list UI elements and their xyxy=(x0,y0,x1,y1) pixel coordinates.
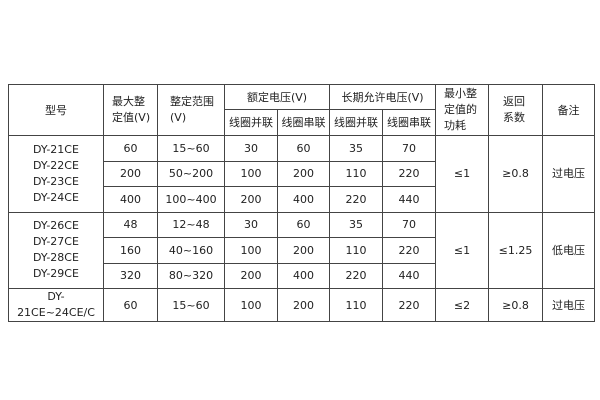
model-name: DY-26CE xyxy=(33,219,79,233)
header-rated-series: 线圈串联 xyxy=(276,109,331,136)
cell-lp: 220 xyxy=(329,186,384,213)
header-model: 型号 xyxy=(8,84,104,136)
header-setting-range: 整定范围 (V) xyxy=(157,84,225,136)
cell-rp: 200 xyxy=(224,186,278,213)
table-row: 160 40~160 100 200 110 220 xyxy=(9,237,595,264)
return-coef-cell: ≥0.8 xyxy=(488,288,544,322)
table-row: 320 80~320 200 400 220 440 xyxy=(9,262,595,289)
remark-cell: 低电压 xyxy=(542,211,596,289)
cell-lp: 110 xyxy=(329,237,384,264)
min-power-cell: ≤1 xyxy=(435,211,490,289)
table-row: DY-26CE DY-27CE DY-28CE DY-29CE 48 12~48 30 60 3… xyxy=(8,211,596,289)
model-cell: DY-21CE DY-22CE DY-23CE DY-24CE xyxy=(8,135,104,213)
cell-ls: 70 xyxy=(382,211,437,238)
cell-lp: 35 xyxy=(329,211,384,238)
cell-range: 40~160 xyxy=(157,237,225,264)
return-coef-cell: ≤1.25 xyxy=(488,211,544,289)
cell-rs: 200 xyxy=(276,288,331,322)
cell-max: 320 xyxy=(103,262,158,289)
cell-range: 12~48 xyxy=(157,211,225,238)
cell-ls: 220 xyxy=(382,288,437,322)
cell-rp: 100 xyxy=(224,160,278,187)
model-name: DY-28CE xyxy=(33,251,79,265)
model-name: DY-21CE~24CE/C xyxy=(17,290,95,319)
cell-range: 15~60 xyxy=(157,135,225,162)
model-name: DY-23CE xyxy=(33,174,79,188)
model-name: DY-24CE xyxy=(33,190,79,204)
min-power-cell: ≤1 xyxy=(435,135,490,213)
cell-rs: 60 xyxy=(276,135,331,162)
cell-lp: 110 xyxy=(329,288,384,322)
cell-ls: 220 xyxy=(382,160,437,187)
cell-lp: 35 xyxy=(329,135,384,162)
cell-range: 50~200 xyxy=(157,160,225,187)
cell-rs: 60 xyxy=(276,211,331,238)
header-long-parallel: 线圈并联 xyxy=(329,109,384,136)
cell-ls: 440 xyxy=(382,186,437,213)
header-long-series: 线圈串联 xyxy=(382,109,437,136)
cell-rs: 200 xyxy=(276,160,331,187)
cell-rs: 200 xyxy=(276,237,331,264)
cell-max: 60 xyxy=(103,135,158,162)
cell-lp: 220 xyxy=(329,262,384,289)
model-name: DY-27CE xyxy=(33,235,79,249)
cell-ls: 220 xyxy=(382,237,437,264)
cell-rp: 30 xyxy=(224,135,278,162)
cell-rs: 400 xyxy=(276,186,331,213)
table-row: DY-21CE DY-22CE DY-23CE DY-24CE 60 15~60 30 60 3… xyxy=(8,135,596,213)
header-row: 型号 最大整 定值(V) 整定范围 (V) 额定电压(V) 长期允许电压(V) 最小… xyxy=(8,84,596,136)
table-row: 200 50~200 100 200 110 220 xyxy=(9,160,595,187)
header-rated-parallel: 线圈并联 xyxy=(224,109,278,136)
header-long-term-voltage: 长期允许电压(V) xyxy=(329,84,437,110)
header-rated-voltage: 额定电压(V) xyxy=(223,84,331,110)
cell-range: 100~400 xyxy=(157,186,225,213)
remark-cell: 过电压 xyxy=(542,288,596,322)
header-return-coef: 返回 系数 xyxy=(488,84,544,136)
cell-lp: 110 xyxy=(329,160,384,187)
cell-max: 400 xyxy=(103,186,158,213)
min-power-cell: ≤2 xyxy=(435,288,490,322)
cell-range: 80~320 xyxy=(157,262,225,289)
table-row: 400 100~400 200 400 220 440 xyxy=(9,186,595,213)
model-cell: DY-21CE~24CE/C xyxy=(8,288,104,322)
model-cell: DY-26CE DY-27CE DY-28CE DY-29CE xyxy=(8,211,104,289)
header-max-setting: 最大整 定值(V) xyxy=(103,84,158,136)
table-row: DY-21CE~24CE/C 60 15~60 100 200 110 220 ≤2 ≥0.8 过… xyxy=(8,288,596,322)
cell-rp: 100 xyxy=(224,288,278,322)
cell-max: 160 xyxy=(103,237,158,264)
spec-table: 型号 最大整 定值(V) 整定范围 (V) 额定电压(V) 长期允许电压(V) 最小… xyxy=(8,84,596,322)
cell-range: 15~60 xyxy=(157,288,225,322)
cell-rp: 100 xyxy=(224,237,278,264)
cell-ls: 70 xyxy=(382,135,437,162)
subheader-row: 线圈并联 线圈串联 线圈并联 线圈串联 xyxy=(9,109,595,136)
cell-rp: 30 xyxy=(224,211,278,238)
model-name: DY-22CE xyxy=(33,158,79,172)
header-min-power: 最小整 定值的 功耗 xyxy=(435,84,490,136)
header-remark: 备注 xyxy=(542,84,596,136)
cell-rs: 400 xyxy=(276,262,331,289)
return-coef-cell: ≥0.8 xyxy=(488,135,544,213)
cell-max: 200 xyxy=(103,160,158,187)
cell-ls: 440 xyxy=(382,262,437,289)
cell-max: 60 xyxy=(103,288,158,322)
model-name: DY-21CE xyxy=(33,142,79,156)
remark-cell: 过电压 xyxy=(542,135,596,213)
model-name: DY-29CE xyxy=(33,267,79,281)
cell-max: 48 xyxy=(103,211,158,238)
cell-rp: 200 xyxy=(224,262,278,289)
